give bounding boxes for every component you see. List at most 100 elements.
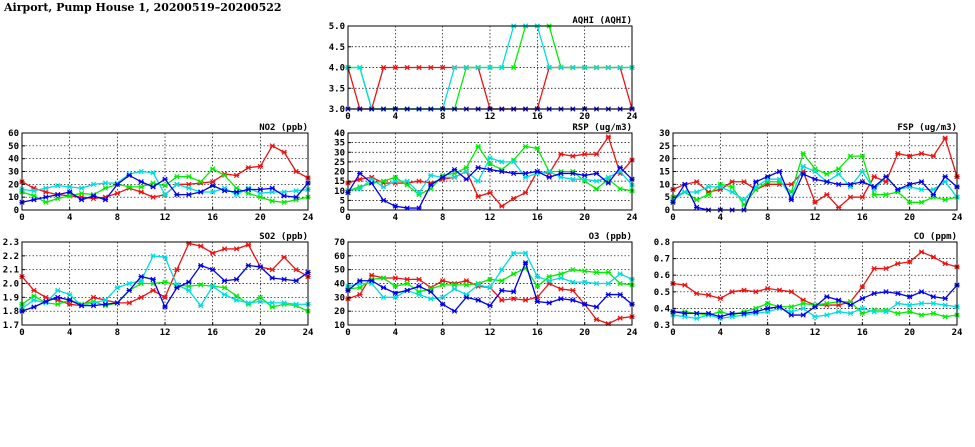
no2-series-green-marker (233, 185, 240, 191)
fsp-ytick-label: 20 (659, 155, 670, 165)
fsp-series-blue-marker (847, 181, 854, 187)
co-series-cyan-marker (694, 315, 700, 321)
co-series-blue-marker (717, 314, 723, 320)
co-series-green-point (907, 309, 913, 315)
rsp-series-cyan-marker (499, 159, 505, 165)
no2-series-green-point (126, 184, 132, 190)
no2-series-green-point (67, 193, 73, 199)
rsp-series-blue-point (428, 182, 434, 188)
o3-series-green-marker (357, 285, 363, 291)
no2-series-cyan-point (257, 190, 263, 196)
so2-series-red-marker (198, 243, 204, 249)
o3-series-green-marker (404, 280, 410, 287)
rsp-series-cyan-marker (558, 174, 564, 180)
rsp-series-red-point (605, 134, 611, 140)
so2-series-cyan-point (67, 291, 73, 298)
o3-series-blue-point (558, 296, 564, 302)
o3-xtick-label: 20 (579, 328, 590, 338)
so2-series-cyan-marker (233, 297, 240, 303)
co-series-cyan-marker (836, 309, 842, 315)
fsp-series-red-marker (812, 199, 818, 205)
fsp-series-cyan-marker (836, 171, 842, 177)
co-series-red-marker (776, 287, 783, 293)
rsp-series-red-point (593, 151, 600, 157)
no2-series-green-marker (186, 174, 192, 180)
o3-series-green-marker (511, 271, 517, 277)
o3-series-blue-point (475, 297, 481, 303)
panel-co: 0 4 8 12 16 20 24 0.3 0.4 0.5 0.6 0.7 0.8 CO (ppm) (654, 232, 963, 338)
so2-series-green-point (162, 279, 168, 285)
co-series-blue-point (741, 310, 747, 317)
no2-series-blue-marker (138, 179, 144, 185)
rsp-ytick-label: 5 (340, 196, 345, 206)
co-series-blue-marker (776, 304, 783, 310)
no2-series-green-point (55, 195, 61, 202)
rsp-series-cyan-point (582, 176, 588, 182)
co-series-red-point (682, 282, 688, 288)
co-series-blue-point (800, 312, 806, 318)
so2-series-blue-marker (150, 276, 156, 282)
o3-series-red-point (416, 276, 422, 282)
o3-ytick-label: 70 (334, 238, 345, 248)
no2-series-blue-marker (126, 172, 132, 178)
co-series-blue-marker (907, 294, 913, 300)
aqhi-ytick-label: 3.5 (329, 84, 345, 94)
co-series-green-marker (918, 312, 925, 318)
fsp-series-cyan-point (682, 189, 688, 195)
no2-xtick-label: 16 (207, 213, 218, 223)
rsp-series-blue-marker (570, 170, 576, 177)
rsp-series-cyan-marker (392, 178, 398, 184)
so2-series-green-marker (198, 282, 204, 288)
co-series-red-point (694, 290, 700, 297)
rsp-series-red-point (582, 151, 588, 157)
so2-series-blue-marker (67, 297, 73, 303)
rsp-series-blue-point (499, 168, 505, 175)
rsp-series-cyan-point (357, 186, 363, 192)
fsp-series-blue-point (788, 197, 794, 203)
o3-series-cyan-marker (511, 250, 517, 256)
o3-series-cyan-point (487, 285, 493, 291)
fsp-series-blue-marker (824, 179, 830, 185)
fsp-series-cyan-point (859, 168, 865, 175)
no2-series-green-point (102, 185, 109, 191)
so2-series-red-marker (174, 267, 180, 273)
no2-series-red-marker (138, 189, 144, 195)
so2-series-cyan-point (114, 285, 120, 291)
so2-series-blue-marker (281, 276, 287, 282)
aqhi-series-cyan-marker (570, 64, 576, 71)
o3-series-red-marker (617, 315, 623, 321)
fsp-series-blue-point (883, 174, 889, 180)
no2-series-blue-point (210, 182, 216, 189)
no2-series-red-marker (43, 189, 49, 195)
fsp-series-red-point (729, 179, 735, 185)
rsp-series-red-point (487, 190, 493, 196)
rsp-series-cyan-point (558, 174, 564, 180)
no2-series-blue-point (257, 186, 263, 193)
so2-ytick-label: 2.0 (3, 280, 19, 290)
rsp-series-green-point (487, 161, 493, 167)
rsp-series-blue-point (487, 166, 493, 173)
o3-series-blue-point (605, 291, 611, 298)
so2-series-cyan-point (186, 287, 192, 294)
so2-series-blue-marker (233, 276, 240, 282)
rsp-series-green-point (475, 143, 481, 150)
so2-series-green-marker (31, 293, 37, 299)
o3-series-red-point (511, 296, 517, 302)
rsp-series-red-point (499, 203, 505, 209)
o3-series-red-point (570, 287, 576, 294)
fsp-series-green-point (907, 199, 913, 205)
no2-series-blue-marker (78, 197, 85, 203)
no2-series-cyan-point (67, 184, 73, 190)
fsp-series-blue-marker (871, 184, 877, 190)
no2-series-green-point (138, 184, 144, 190)
fsp-series-blue-marker (682, 181, 688, 187)
co-series-cyan-point (836, 309, 842, 315)
no2-series-blue-marker (233, 189, 240, 195)
so2-series-red-marker (43, 294, 49, 300)
rsp-series-cyan-point (546, 168, 552, 175)
o3-series-red-point (558, 286, 564, 292)
so2-series-red-marker (67, 301, 73, 307)
so2-series-cyan-marker (186, 287, 192, 294)
fsp-series-cyan-marker (942, 179, 948, 185)
